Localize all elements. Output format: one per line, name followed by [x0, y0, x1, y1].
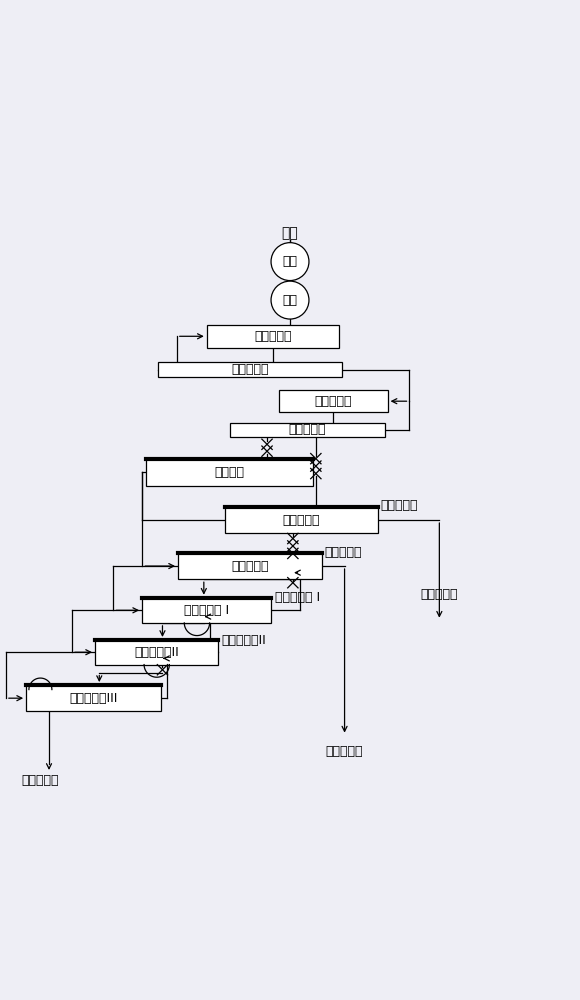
Bar — [146, 459, 313, 486]
Circle shape — [271, 281, 309, 319]
Text: 反浮选尾矿: 反浮选尾矿 — [21, 774, 59, 787]
Bar — [178, 553, 321, 579]
Bar — [278, 390, 387, 412]
Bar — [26, 685, 161, 711]
Text: 反浮选扫选III: 反浮选扫选III — [70, 692, 118, 705]
Text: 正浮选尾矿: 正浮选尾矿 — [420, 588, 458, 601]
Text: 反浮选扫选II: 反浮选扫选II — [221, 634, 266, 647]
Text: 原矿: 原矿 — [282, 226, 298, 240]
Text: 第二段分级: 第二段分级 — [288, 423, 326, 436]
Text: 浮选脱碳: 浮选脱碳 — [215, 466, 245, 479]
Text: 正浮选粗选: 正浮选粗选 — [380, 499, 418, 512]
Circle shape — [271, 243, 309, 281]
Text: 细碎: 细碎 — [282, 294, 298, 307]
Text: 第一段磨矿: 第一段磨矿 — [254, 330, 292, 343]
Bar — [95, 640, 219, 665]
Text: 粗碎: 粗碎 — [282, 255, 298, 268]
Text: 反浮选扫选 I: 反浮选扫选 I — [184, 604, 229, 617]
Text: 第一段分级: 第一段分级 — [231, 363, 269, 376]
Bar — [226, 507, 378, 533]
Bar — [206, 325, 339, 348]
Text: 反浮选粗选: 反浮选粗选 — [324, 546, 362, 559]
Text: 反浮选扫选II: 反浮选扫选II — [135, 646, 179, 659]
Bar — [158, 362, 342, 377]
Text: 反浮选扫选 I: 反浮选扫选 I — [275, 591, 320, 604]
Text: 第二段磨矿: 第二段磨矿 — [314, 395, 352, 408]
Text: 正浮选粗选: 正浮选粗选 — [282, 514, 320, 527]
Text: 反浮选粗选: 反浮选粗选 — [231, 560, 269, 573]
Text: 反浮选精矿: 反浮选精矿 — [326, 745, 363, 758]
Bar — [230, 423, 385, 437]
Bar — [142, 598, 271, 623]
